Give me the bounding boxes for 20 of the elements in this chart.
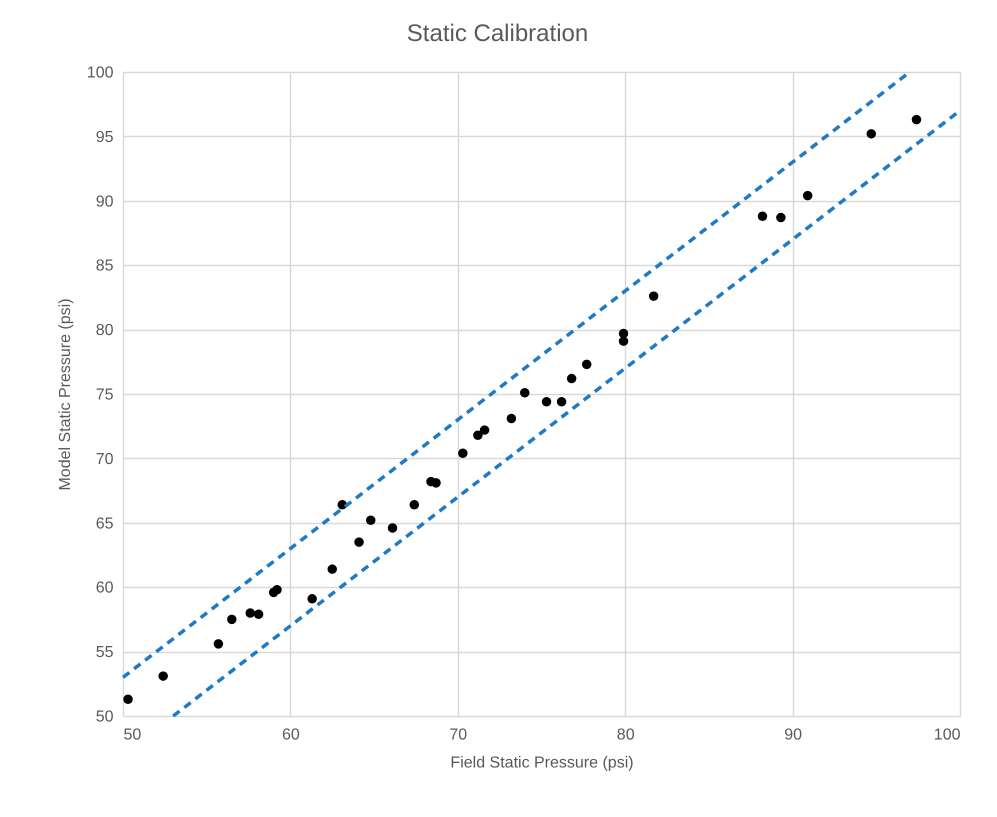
x-tick-label: 70 — [449, 726, 468, 744]
y-tick-label: 90 — [96, 193, 114, 210]
y-tick-label: 70 — [96, 450, 114, 468]
x-tick-label: 100 — [934, 726, 961, 744]
y-tick-label: 85 — [96, 258, 114, 275]
y-tick-label: 95 — [96, 128, 114, 146]
chart-title: Static Calibration — [406, 20, 588, 47]
y-tick-label: 75 — [96, 386, 114, 404]
x-tick-label: 50 — [124, 726, 142, 744]
x-tick-label: 90 — [784, 726, 802, 744]
y-tick-label: 80 — [96, 322, 114, 340]
x-tick-label: 80 — [616, 726, 635, 744]
y-axis-title: Model Static Pressure (psi) — [56, 298, 74, 491]
x-axis-title: Field Static Pressure (psi) — [450, 754, 634, 772]
y-tick-label: 65 — [96, 515, 114, 532]
y-tick-label: 60 — [96, 580, 114, 597]
x-tick-label: 60 — [282, 726, 300, 744]
y-tick-label: 50 — [96, 708, 114, 726]
y-tick-label: 55 — [96, 644, 114, 662]
y-tick-label: 100 — [86, 64, 114, 82]
